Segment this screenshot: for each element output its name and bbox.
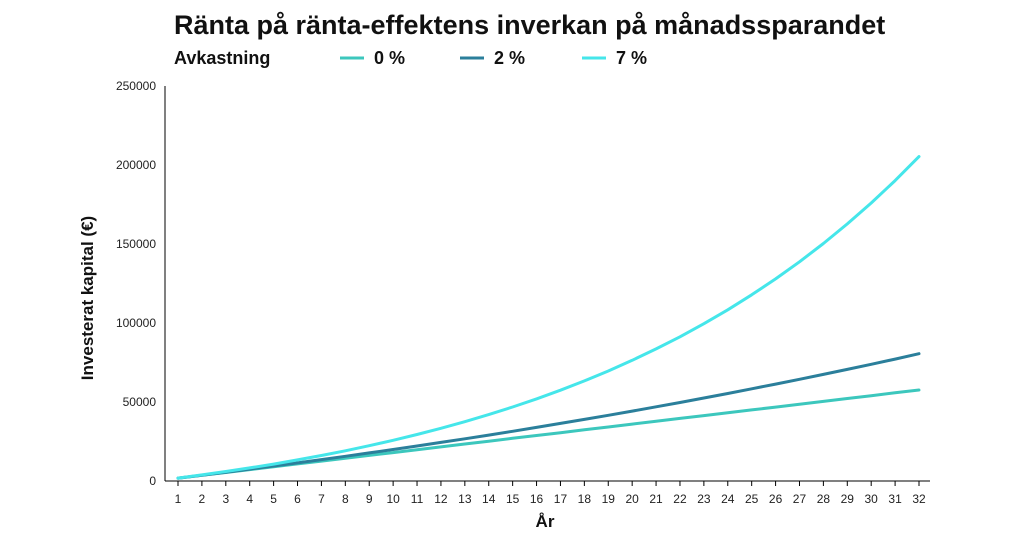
legend-item: 0 % (340, 48, 405, 68)
x-tick-label: 29 (841, 492, 855, 506)
x-tick-label: 3 (222, 492, 229, 506)
x-tick-label: 26 (769, 492, 783, 506)
x-tick-label: 22 (673, 492, 687, 506)
x-tick-label: 6 (294, 492, 301, 506)
legend-title: Avkastning (174, 48, 270, 68)
x-tick-label: 11 (411, 492, 424, 506)
series-line (176, 352, 921, 480)
legend-item: 2 % (460, 48, 525, 68)
legend-label: 7 % (616, 48, 647, 68)
x-tick-label: 20 (625, 492, 639, 506)
y-tick-label: 100000 (116, 316, 156, 330)
x-tick-label: 12 (434, 492, 448, 506)
y-tick-label: 250000 (116, 79, 156, 93)
x-tick-label: 9 (366, 492, 373, 506)
x-tick-label: 7 (318, 492, 325, 506)
y-axis: 0 50000 100000 150000 200000 250000 (116, 79, 166, 488)
x-tick-label: 28 (817, 492, 831, 506)
x-tick-label: 19 (602, 492, 616, 506)
x-tick-label: 1 (175, 492, 182, 506)
y-tick-label: 50000 (123, 395, 157, 409)
x-tick-label: 31 (888, 492, 902, 506)
x-tick-label: 30 (865, 492, 879, 506)
y-tick-label: 0 (149, 474, 156, 488)
x-tick-label: 23 (697, 492, 711, 506)
x-tick-label: 2 (199, 492, 206, 506)
x-tick-label: 14 (482, 492, 496, 506)
x-tick-label: 17 (554, 492, 568, 506)
x-tick-label: 27 (793, 492, 807, 506)
x-axis-label: År (536, 512, 555, 531)
y-tick-label: 200000 (116, 158, 156, 172)
series-group (176, 155, 921, 480)
chart-title: Ränta på ränta-effektens inverkan på mån… (174, 10, 885, 40)
x-tick-label: 15 (506, 492, 520, 506)
x-tick-label: 16 (530, 492, 544, 506)
x-tick-label: 10 (386, 492, 400, 506)
legend: 0 % 2 % 7 % (340, 48, 647, 68)
x-tick-label: 13 (458, 492, 472, 506)
x-tick-label: 4 (246, 492, 253, 506)
x-tick-label: 21 (649, 492, 663, 506)
x-tick-label: 24 (721, 492, 735, 506)
x-tick-label: 8 (342, 492, 349, 506)
x-axis: 1 2 3 4 5 6 7 8 9 10 11 12 13 14 15 16 17 18 19 20 21 22 23 24 2… (165, 480, 930, 506)
x-tick-label: 18 (578, 492, 592, 506)
y-tick-label: 150000 (116, 237, 156, 251)
legend-label: 2 % (494, 48, 525, 68)
x-tick-label: 32 (912, 492, 926, 506)
legend-item: 7 % (582, 48, 647, 68)
y-axis-label: Investerat kapital (€) (78, 216, 97, 380)
legend-label: 0 % (374, 48, 405, 68)
x-tick-label: 25 (745, 492, 759, 506)
series-line (176, 155, 921, 480)
x-tick-label: 5 (270, 492, 277, 506)
